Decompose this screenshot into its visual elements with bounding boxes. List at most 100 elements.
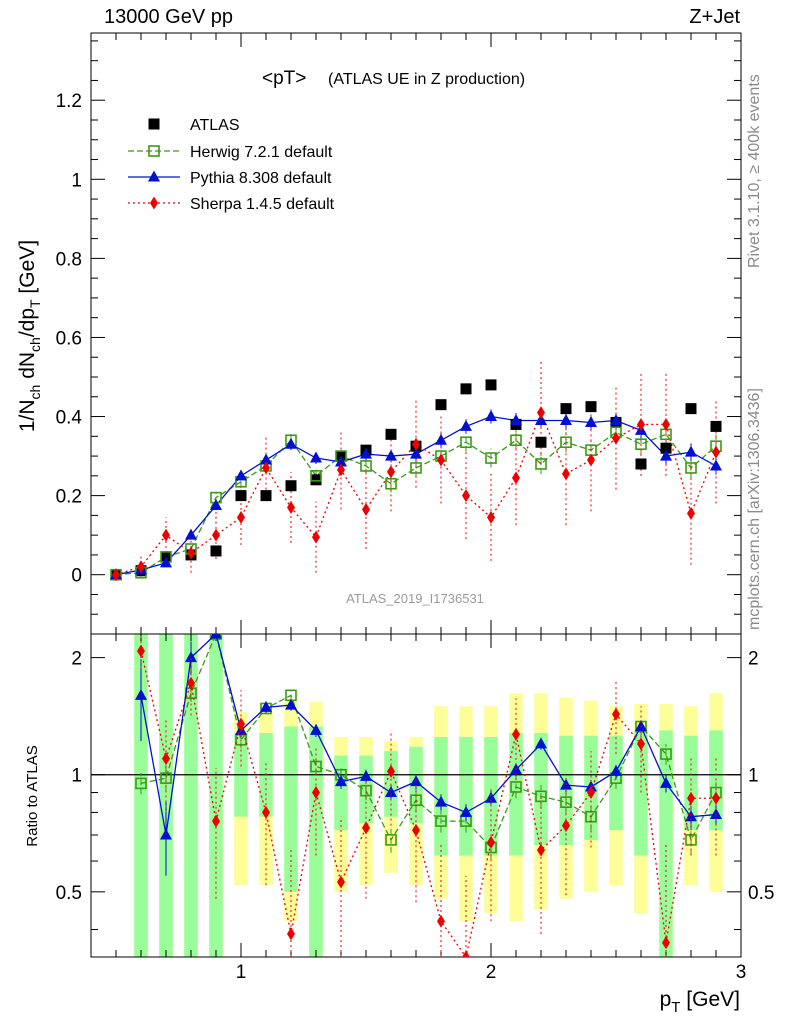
band-green xyxy=(184,634,198,957)
data-point-sherpa xyxy=(537,406,545,420)
data-point-sherpa xyxy=(262,461,270,475)
data-point-herwig xyxy=(435,815,447,827)
data-point-sherpa xyxy=(212,814,220,828)
data-point-pythia xyxy=(285,437,297,449)
x-axis-title-part: p xyxy=(660,988,672,1011)
data-point-sherpa xyxy=(362,821,370,835)
data-point-atlas xyxy=(310,474,322,486)
band-green xyxy=(634,730,648,856)
y-axis-title-part: dN xyxy=(16,352,39,385)
data-point-pythia xyxy=(485,410,497,422)
data-point-atlas xyxy=(235,490,247,502)
data-point-sherpa xyxy=(487,510,495,524)
y-axis-title-subscript: T xyxy=(27,299,43,308)
data-point-sherpa xyxy=(150,196,158,210)
y-tick-label: 0 xyxy=(71,566,82,587)
data-point-sherpa xyxy=(287,927,295,941)
y-axis-title-subscript: ch xyxy=(27,337,43,352)
data-point-sherpa xyxy=(562,467,570,481)
data-point-herwig xyxy=(385,834,397,846)
x-tick-label: 3 xyxy=(736,962,747,983)
data-point-herwig xyxy=(660,748,672,760)
data-point-atlas xyxy=(460,383,472,395)
data-point-atlas xyxy=(435,399,447,411)
data-point-herwig xyxy=(560,796,572,808)
data-point-pythia xyxy=(460,805,472,817)
data-point-sherpa xyxy=(187,676,195,690)
data-point-sherpa xyxy=(562,819,570,833)
data-point-sherpa xyxy=(137,644,145,658)
data-point-sherpa xyxy=(537,843,545,857)
data-point-sherpa xyxy=(512,471,520,485)
band-green xyxy=(334,755,348,831)
data-point-atlas xyxy=(485,379,497,391)
data-point-pythia xyxy=(335,455,347,467)
ratio-line-herwig xyxy=(140,634,717,849)
data-point-pythia xyxy=(235,469,247,481)
data-point-sherpa xyxy=(687,791,695,805)
data-point-pythia xyxy=(260,453,272,465)
ratio-y-tick-label-right: 2 xyxy=(748,649,759,670)
data-point-sherpa xyxy=(512,727,520,741)
data-point-sherpa xyxy=(162,528,170,542)
data-point-atlas xyxy=(560,403,572,415)
data-point-pythia xyxy=(310,723,322,735)
ratio-y-tick-label: 2 xyxy=(71,649,82,670)
band-green xyxy=(284,726,298,892)
data-point-sherpa xyxy=(287,500,295,514)
data-point-atlas xyxy=(385,428,397,440)
band-green xyxy=(684,735,698,831)
data-point-pythia xyxy=(560,413,572,425)
data-point-pythia xyxy=(385,449,397,461)
data-point-atlas xyxy=(148,118,160,130)
data-point-pythia xyxy=(535,413,547,425)
data-point-sherpa xyxy=(712,791,720,805)
data-point-herwig xyxy=(510,434,522,447)
ratio-y-tick-label: 1 xyxy=(71,766,82,787)
data-point-sherpa xyxy=(237,717,245,731)
legend-label: Pythia 8.308 default xyxy=(190,170,332,187)
data-point-pythia xyxy=(535,737,547,749)
data-point-atlas xyxy=(660,442,672,454)
data-point-atlas xyxy=(285,480,297,492)
data-point-herwig xyxy=(360,784,372,797)
main-series xyxy=(110,361,722,582)
data-point-sherpa xyxy=(587,786,595,800)
data-point-sherpa xyxy=(337,875,345,889)
data-point-herwig xyxy=(135,777,147,790)
analysis-watermark: ATLAS_2019_I1736531 xyxy=(346,591,484,606)
data-point-sherpa xyxy=(412,437,420,451)
y-tick-label: 1 xyxy=(71,170,82,191)
ratio-line-sherpa xyxy=(140,650,716,957)
data-point-pythia xyxy=(135,688,147,700)
data-point-pythia xyxy=(160,556,172,568)
data-point-atlas xyxy=(685,403,697,415)
data-point-pythia xyxy=(410,447,422,459)
x-axis-title: pT [GeV] xyxy=(660,988,740,1016)
data-point-sherpa xyxy=(312,786,320,800)
x-tick-label: 2 xyxy=(486,962,497,983)
ratio-y-tick-label: 0.5 xyxy=(56,883,82,904)
data-point-sherpa xyxy=(162,752,170,766)
data-point-sherpa xyxy=(612,431,620,445)
x-tick-label: 1 xyxy=(236,962,247,983)
data-point-pythia xyxy=(285,698,297,710)
data-point-herwig xyxy=(560,436,572,449)
legend: ATLAS Herwig 7.2.1 default Pythia 8.308 de… xyxy=(128,117,335,213)
data-point-sherpa xyxy=(237,510,245,524)
data-point-sherpa xyxy=(487,835,495,849)
data-point-pythia xyxy=(360,447,372,459)
data-point-pythia xyxy=(310,451,322,463)
data-point-pythia xyxy=(585,415,597,427)
data-point-herwig xyxy=(410,462,422,474)
y-tick-label: 0.6 xyxy=(56,328,82,349)
data-point-pythia xyxy=(148,170,160,182)
data-point-pythia xyxy=(435,433,447,445)
data-point-pythia xyxy=(610,764,622,776)
plot-title: <pT> xyxy=(262,68,306,89)
ratio-y-tick-label-right: 0.5 xyxy=(748,883,774,904)
data-point-atlas xyxy=(585,401,597,413)
data-point-pythia xyxy=(210,498,222,510)
data-point-pythia xyxy=(485,791,497,803)
data-point-herwig xyxy=(510,781,522,793)
